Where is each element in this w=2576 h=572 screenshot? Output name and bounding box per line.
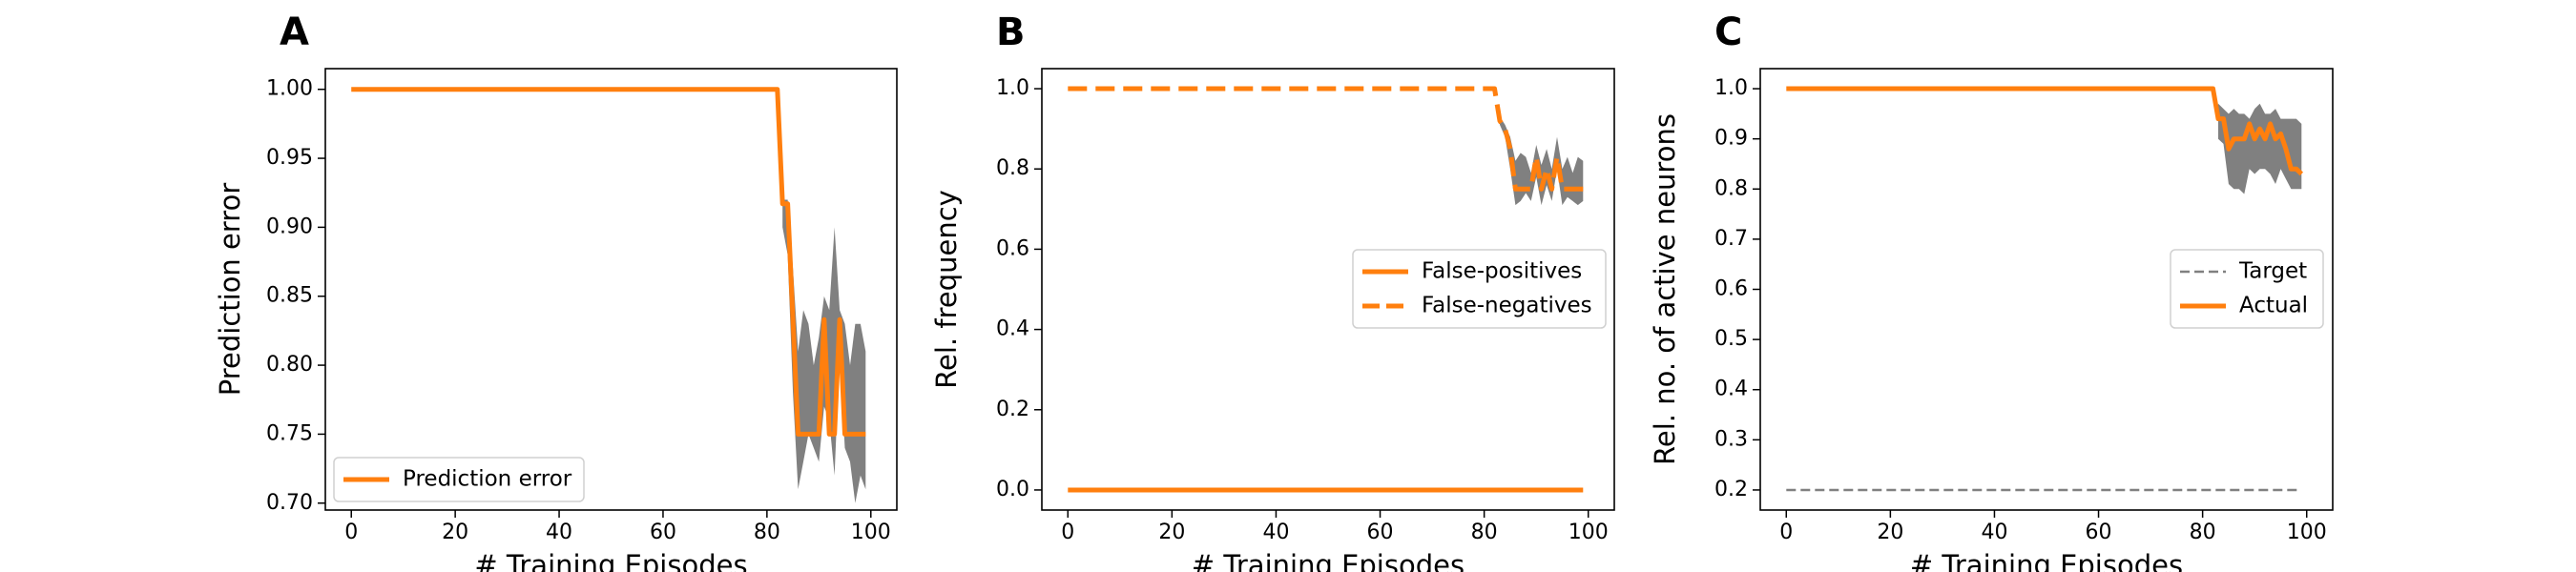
y-axis-label: Rel. frequency	[930, 190, 963, 389]
y-axis-label: Rel. no. of active neurons	[1649, 113, 1681, 465]
legend-label: Prediction error	[403, 467, 572, 492]
x-tick-label: 60	[650, 521, 676, 544]
x-tick-label: 60	[1367, 521, 1394, 544]
x-axis-label: # Training Episodes	[1192, 549, 1465, 572]
panel-letter: A	[280, 10, 309, 54]
x-tick-label: 40	[546, 521, 572, 544]
series-line-prediction-error	[351, 87, 866, 437]
y-tick-label: 0.0	[996, 478, 1029, 501]
y-tick-label: 0.90	[266, 214, 313, 238]
panel-b: B 0 20 40 60 80 100 0.0 0.2 0.4 0.6 0.8 1.0 # Trainin…	[930, 10, 1615, 572]
series-line-false-negatives	[1068, 86, 1584, 192]
panel-c: C 0 20 40 60 80 100 0.2 0.3 0.4 0.5 0.6 0.7 0.8 0.9 1.0…	[1649, 10, 2334, 572]
y-tick-label: 0.2	[996, 398, 1029, 421]
x-tick-label: 0	[344, 521, 358, 544]
x-tick-label: 40	[1262, 521, 1289, 544]
y-tick-label: 1.0	[1714, 76, 1748, 100]
y-axis-label: Prediction error	[214, 183, 246, 397]
y-tick-label: 0.6	[996, 236, 1029, 260]
x-tick-label: 60	[2086, 521, 2112, 544]
plot-area	[1068, 86, 1584, 493]
y-tick-label: 0.4	[1714, 378, 1748, 401]
y-tick-label: 0.85	[266, 284, 313, 308]
legend-label: False-negatives	[1422, 294, 1592, 318]
x-tick-label: 20	[1158, 521, 1185, 544]
y-tick-label: 0.80	[266, 353, 313, 377]
x-tick-label: 20	[1877, 521, 1903, 544]
legend: False-positives False-negatives	[1352, 249, 1607, 329]
x-tick-label: 80	[1471, 521, 1498, 544]
legend-box	[1352, 249, 1607, 329]
axes-frame	[1041, 68, 1615, 511]
x-tick-label: 100	[851, 521, 891, 544]
uncertainty-band	[1500, 116, 1584, 206]
x-tick-label: 80	[754, 521, 780, 544]
uncertainty-band	[2218, 103, 2302, 194]
x-tick-label: 80	[2190, 521, 2216, 544]
x-tick-label: 20	[442, 521, 468, 544]
axes-frame	[324, 68, 898, 511]
y-tick-label: 0.9	[1714, 127, 1748, 151]
y-tick-label: 0.8	[1714, 176, 1748, 200]
legend-label: False-positives	[1422, 259, 1582, 284]
y-tick-label: 0.95	[266, 146, 313, 170]
panel-a: A 0 20 40 60 80 100 0.70 0.75 0.80 0.85 0.90 0.95 1.0…	[214, 10, 898, 572]
plot-area	[1786, 86, 2304, 492]
panel-letter: C	[1714, 10, 1742, 54]
legend: Target Actual	[2170, 249, 2324, 329]
x-tick-label: 100	[2287, 521, 2327, 544]
y-tick-label: 0.8	[996, 156, 1029, 180]
panel-letter: B	[996, 10, 1026, 54]
y-tick-label: 0.70	[266, 491, 313, 515]
x-tick-label: 0	[1779, 521, 1793, 544]
y-tick-label: 0.6	[1714, 277, 1748, 301]
legend-box	[333, 457, 585, 502]
series-line-actual	[1786, 86, 2304, 176]
legend-label: Actual	[2239, 294, 2308, 318]
legend-label: Target	[2238, 259, 2307, 284]
y-tick-label: 0.7	[1714, 227, 1748, 251]
x-axis-label: # Training Episodes	[474, 549, 747, 572]
x-axis-label: # Training Episodes	[1910, 549, 2183, 572]
plot-area	[351, 87, 866, 503]
y-tick-label: 0.2	[1714, 478, 1748, 501]
y-tick-label: 0.75	[266, 421, 313, 445]
x-tick-label: 0	[1061, 521, 1074, 544]
y-tick-label: 0.4	[996, 317, 1029, 341]
y-tick-label: 0.5	[1714, 327, 1748, 351]
y-tick-label: 0.3	[1714, 427, 1748, 451]
x-tick-label: 40	[1981, 521, 2007, 544]
y-tick-label: 1.00	[266, 77, 313, 101]
legend: Prediction error	[333, 457, 585, 502]
y-tick-label: 1.0	[996, 76, 1029, 100]
x-tick-label: 100	[1568, 521, 1609, 544]
